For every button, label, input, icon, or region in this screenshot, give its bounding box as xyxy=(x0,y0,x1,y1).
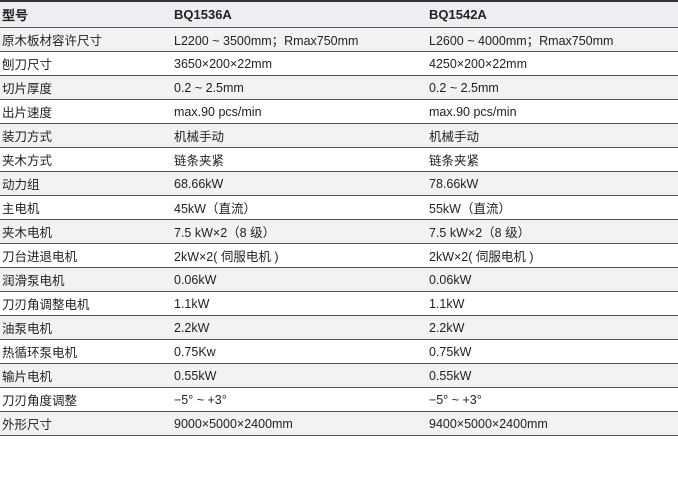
spec-label: 刀刃角度调整 xyxy=(0,387,172,412)
spec-label: 动力组 xyxy=(0,171,172,196)
value-model-1: 9000×5000×2400mm xyxy=(172,411,427,436)
header-model-2: BQ1542A xyxy=(427,1,678,28)
value-model-2: 0.2 ~ 2.5mm xyxy=(427,75,678,100)
value-model-2: 链条夹紧 xyxy=(427,147,678,172)
table-row: 外形尺寸 9000×5000×2400mm 9400×5000×2400mm xyxy=(0,411,678,436)
spec-label: 刀刃角调整电机 xyxy=(0,291,172,316)
value-model-1: 2.2kW xyxy=(172,315,427,340)
value-model-1: 68.66kW xyxy=(172,171,427,196)
value-model-1: 0.75Kw xyxy=(172,339,427,364)
table-row: 主电机 45kW（直流） 55kW（直流） xyxy=(0,195,678,220)
table-row: 切片厚度 0.2 ~ 2.5mm 0.2 ~ 2.5mm xyxy=(0,75,678,100)
header-row: 型号 BQ1536A BQ1542A xyxy=(0,1,678,28)
value-model-1: 0.06kW xyxy=(172,267,427,292)
table-row: 原木板材容许尺寸 L2200 ~ 3500mm；Rmax750mm L2600 ~ … xyxy=(0,27,678,52)
value-model-2: 2.2kW xyxy=(427,315,678,340)
spec-label: 原木板材容许尺寸 xyxy=(0,27,172,52)
value-model-1: 1.1kW xyxy=(172,291,427,316)
spec-label: 润滑泵电机 xyxy=(0,267,172,292)
value-model-1: 链条夹紧 xyxy=(172,147,427,172)
table-row: 热循环泵电机 0.75Kw 0.75kW xyxy=(0,339,678,364)
value-model-1: 3650×200×22mm xyxy=(172,51,427,76)
value-model-1: max.90 pcs/min xyxy=(172,99,427,124)
table-row: 油泵电机 2.2kW 2.2kW xyxy=(0,315,678,340)
spec-label: 夹木电机 xyxy=(0,219,172,244)
table-row: 刀刃角调整电机 1.1kW 1.1kW xyxy=(0,291,678,316)
spec-label: 刀台进退电机 xyxy=(0,243,172,268)
value-model-1: −5° ~ +3° xyxy=(172,387,427,412)
spec-label: 油泵电机 xyxy=(0,315,172,340)
value-model-1: 2kW×2( 伺服电机 ) xyxy=(172,243,427,268)
table-row: 刀刃角度调整 −5° ~ +3° −5° ~ +3° xyxy=(0,387,678,412)
table-row: 夹木方式 链条夹紧 链条夹紧 xyxy=(0,147,678,172)
spec-label: 热循环泵电机 xyxy=(0,339,172,364)
table-row: 输片电机 0.55kW 0.55kW xyxy=(0,363,678,388)
spec-label: 出片速度 xyxy=(0,99,172,124)
value-model-1: 45kW（直流） xyxy=(172,195,427,220)
value-model-2: 9400×5000×2400mm xyxy=(427,411,678,436)
spec-label: 刨刀尺寸 xyxy=(0,51,172,76)
header-model-1: BQ1536A xyxy=(172,1,427,28)
table-row: 动力组 68.66kW 78.66kW xyxy=(0,171,678,196)
value-model-2: L2600 ~ 4000mm；Rmax750mm xyxy=(427,27,678,52)
spec-table: 型号 BQ1536A BQ1542A 原木板材容许尺寸 L2200 ~ 3500m… xyxy=(0,0,678,436)
value-model-2: 4250×200×22mm xyxy=(427,51,678,76)
value-model-2: 7.5 kW×2（8 级） xyxy=(427,219,678,244)
table-row: 出片速度 max.90 pcs/min max.90 pcs/min xyxy=(0,99,678,124)
value-model-2: −5° ~ +3° xyxy=(427,387,678,412)
spec-label: 外形尺寸 xyxy=(0,411,172,436)
spec-label: 输片电机 xyxy=(0,363,172,388)
value-model-2: 0.06kW xyxy=(427,267,678,292)
value-model-1: 0.55kW xyxy=(172,363,427,388)
spec-label: 切片厚度 xyxy=(0,75,172,100)
value-model-2: 0.75kW xyxy=(427,339,678,364)
value-model-1: 机械手动 xyxy=(172,123,427,148)
value-model-2: 1.1kW xyxy=(427,291,678,316)
spec-label: 装刀方式 xyxy=(0,123,172,148)
table-row: 刀台进退电机 2kW×2( 伺服电机 ) 2kW×2( 伺服电机 ) xyxy=(0,243,678,268)
table-row: 润滑泵电机 0.06kW 0.06kW xyxy=(0,267,678,292)
value-model-1: L2200 ~ 3500mm；Rmax750mm xyxy=(172,27,427,52)
spec-label: 夹木方式 xyxy=(0,147,172,172)
value-model-2: 78.66kW xyxy=(427,171,678,196)
value-model-2: max.90 pcs/min xyxy=(427,99,678,124)
spec-label: 主电机 xyxy=(0,195,172,220)
value-model-2: 55kW（直流） xyxy=(427,195,678,220)
table-row: 装刀方式 机械手动 机械手动 xyxy=(0,123,678,148)
header-label: 型号 xyxy=(0,1,172,28)
table-row: 刨刀尺寸 3650×200×22mm 4250×200×22mm xyxy=(0,51,678,76)
value-model-2: 机械手动 xyxy=(427,123,678,148)
value-model-2: 0.55kW xyxy=(427,363,678,388)
value-model-1: 7.5 kW×2（8 级） xyxy=(172,219,427,244)
value-model-1: 0.2 ~ 2.5mm xyxy=(172,75,427,100)
table-row: 夹木电机 7.5 kW×2（8 级） 7.5 kW×2（8 级） xyxy=(0,219,678,244)
value-model-2: 2kW×2( 伺服电机 ) xyxy=(427,243,678,268)
